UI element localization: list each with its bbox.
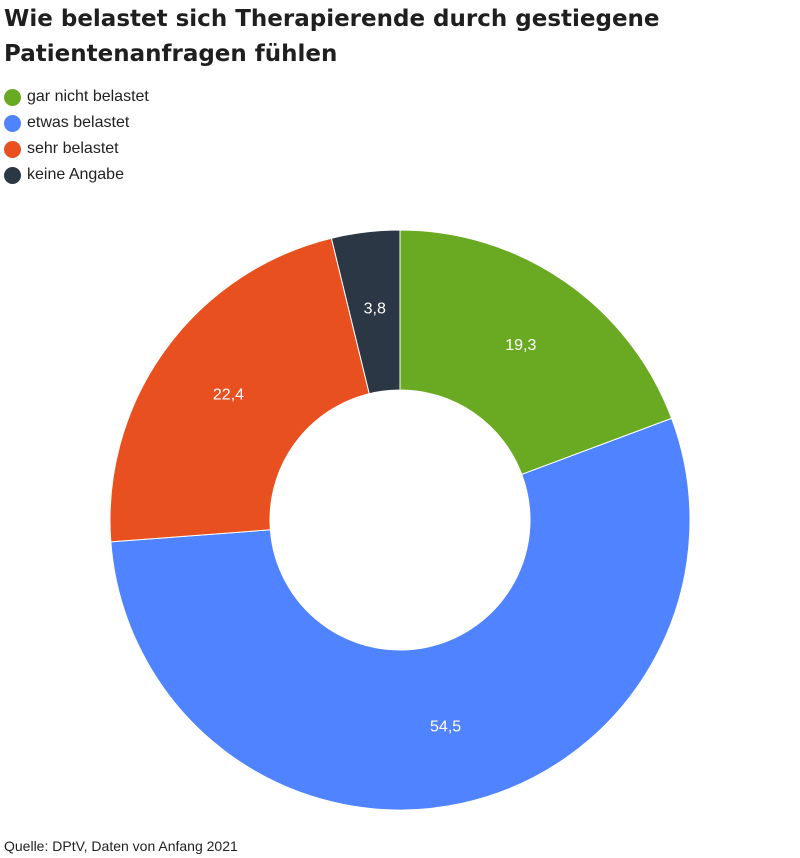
legend-item: gar nicht belastet bbox=[4, 84, 149, 110]
legend-label: sehr belastet bbox=[27, 140, 119, 157]
legend-item: etwas belastet bbox=[4, 110, 149, 136]
slice-value-label: 19,3 bbox=[505, 337, 536, 354]
slice-value-label: 22,4 bbox=[213, 387, 244, 404]
legend-item: sehr belastet bbox=[4, 136, 149, 162]
source-note: Quelle: DPtV, Daten von Anfang 2021 bbox=[4, 838, 238, 854]
chart-legend: gar nicht belastet etwas belastet sehr b… bbox=[4, 84, 149, 188]
legend-swatch bbox=[4, 88, 21, 106]
donut-slice bbox=[330, 229, 401, 395]
donut-slice bbox=[110, 417, 691, 811]
chart-title: Wie belastet sich Therapierende durch ge… bbox=[4, 6, 660, 67]
legend-swatch bbox=[4, 114, 21, 132]
slice-value-label: 54,5 bbox=[430, 718, 461, 735]
donut-chart: 19,3 54,5 22,4 3,8 bbox=[109, 229, 691, 811]
legend-label: gar nicht belastet bbox=[27, 88, 149, 105]
donut-slice bbox=[399, 229, 673, 476]
slice-value-label: 3,8 bbox=[364, 301, 386, 318]
legend-label: etwas belastet bbox=[27, 114, 130, 131]
legend-label: keine Angabe bbox=[27, 166, 124, 183]
legend-swatch bbox=[4, 166, 21, 184]
legend-swatch bbox=[4, 140, 21, 158]
donut-slice bbox=[109, 237, 370, 543]
legend-item: keine Angabe bbox=[4, 162, 149, 188]
